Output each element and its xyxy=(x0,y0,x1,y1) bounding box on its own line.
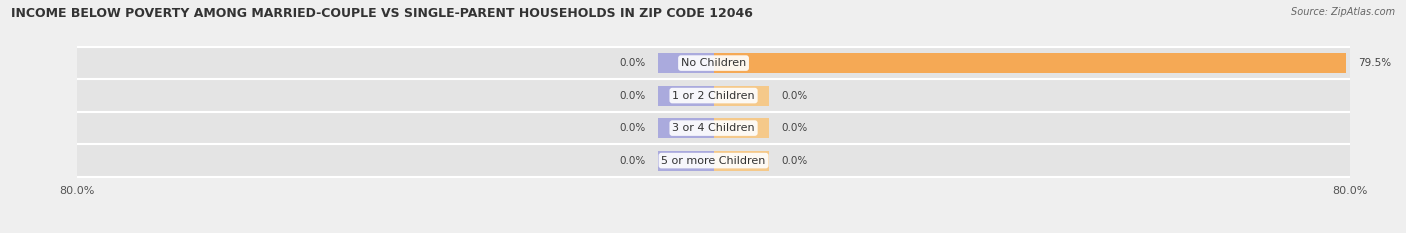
Bar xyxy=(77,47,1350,79)
Text: 0.0%: 0.0% xyxy=(620,123,645,133)
Bar xyxy=(658,86,714,106)
Text: No Children: No Children xyxy=(681,58,747,68)
Bar xyxy=(77,144,1350,177)
Text: 0.0%: 0.0% xyxy=(782,91,807,101)
Text: 0.0%: 0.0% xyxy=(620,156,645,166)
Bar xyxy=(714,86,769,106)
Text: 5 or more Children: 5 or more Children xyxy=(661,156,766,166)
Bar xyxy=(658,151,714,171)
Text: Source: ZipAtlas.com: Source: ZipAtlas.com xyxy=(1291,7,1395,17)
Bar xyxy=(658,118,714,138)
Text: 79.5%: 79.5% xyxy=(1358,58,1391,68)
Text: 0.0%: 0.0% xyxy=(782,123,807,133)
Text: 0.0%: 0.0% xyxy=(620,91,645,101)
Bar xyxy=(77,79,1350,112)
Text: 3 or 4 Children: 3 or 4 Children xyxy=(672,123,755,133)
Text: 0.0%: 0.0% xyxy=(620,58,645,68)
Bar xyxy=(714,118,769,138)
Bar xyxy=(77,112,1350,144)
Bar xyxy=(658,53,714,73)
Bar xyxy=(714,151,769,171)
Bar xyxy=(714,53,1346,73)
Text: 0.0%: 0.0% xyxy=(782,156,807,166)
Text: INCOME BELOW POVERTY AMONG MARRIED-COUPLE VS SINGLE-PARENT HOUSEHOLDS IN ZIP COD: INCOME BELOW POVERTY AMONG MARRIED-COUPL… xyxy=(11,7,754,20)
Text: 1 or 2 Children: 1 or 2 Children xyxy=(672,91,755,101)
Legend: Married Couples, Single Parents: Married Couples, Single Parents xyxy=(602,230,825,233)
